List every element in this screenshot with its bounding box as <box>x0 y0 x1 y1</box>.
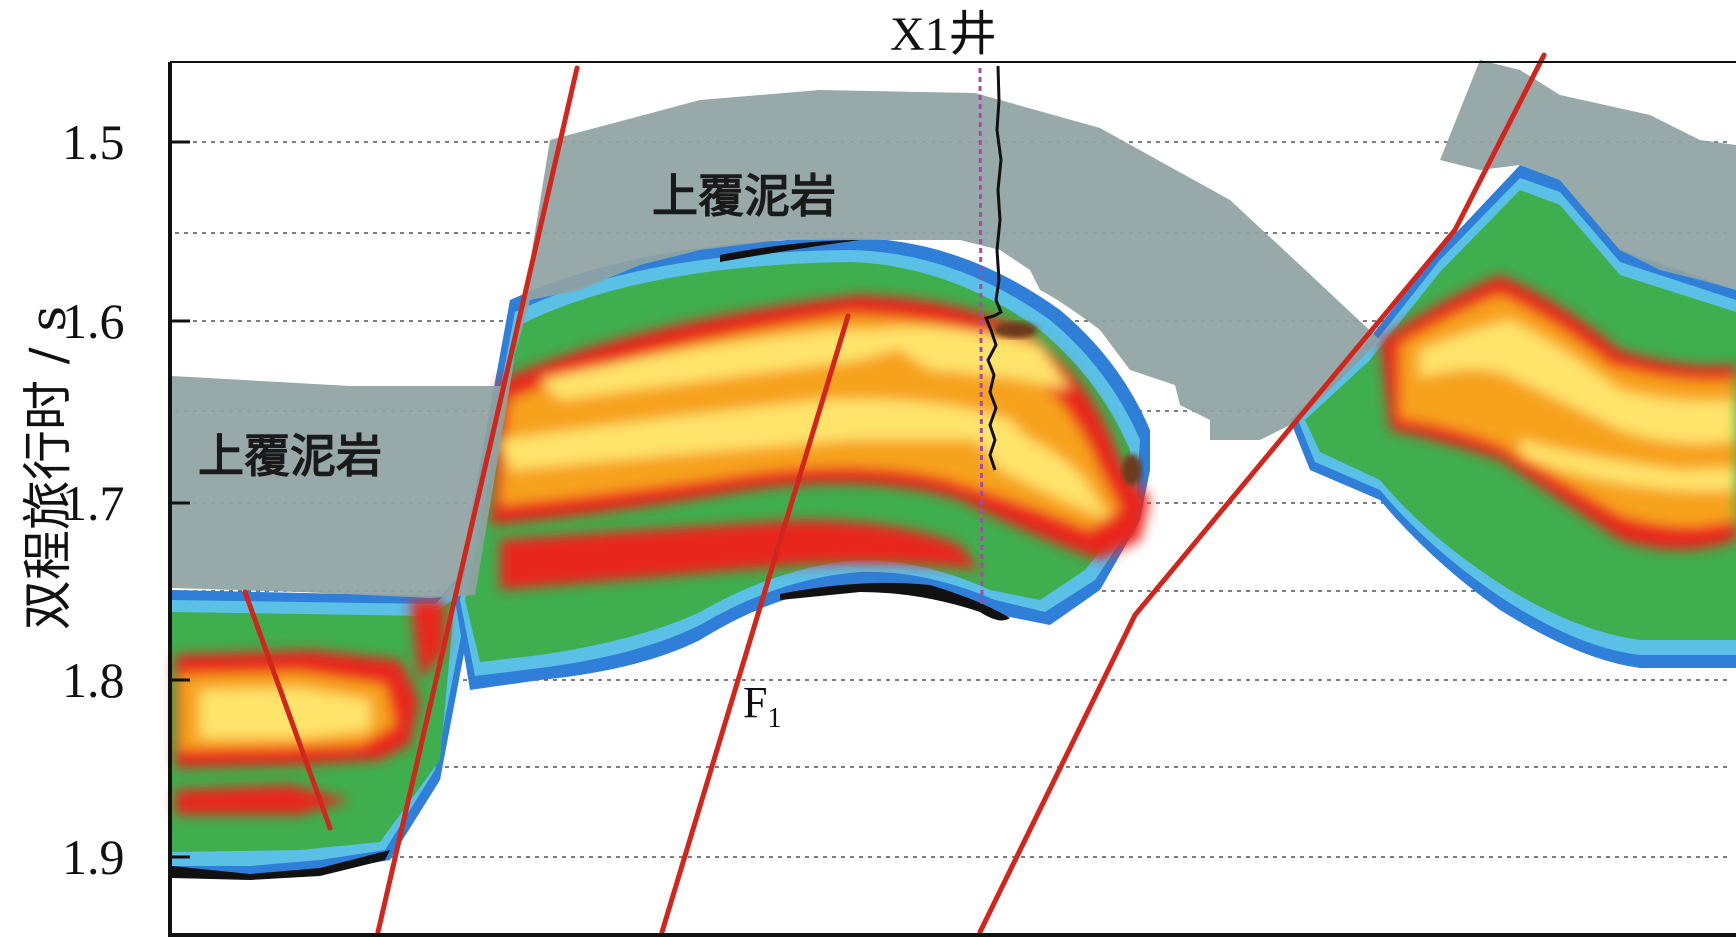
axis-left-bottom <box>168 62 1736 937</box>
y-tick-label-1-8: 1.8 <box>62 652 125 708</box>
y-ticks <box>170 140 190 859</box>
fault-line-right <box>977 52 1547 935</box>
fault-label-f1: F1 <box>743 677 781 735</box>
seismic-body-center <box>455 238 1150 690</box>
seismic-body-right <box>1290 165 1736 668</box>
seismic-body-left <box>172 580 475 880</box>
fault-line-f1 <box>659 313 851 935</box>
well-marker-line <box>978 67 984 609</box>
y-tick-label-1-9: 1.9 <box>62 829 125 885</box>
region-label-center: 上覆泥岩 <box>652 169 836 223</box>
axes-frame <box>168 61 1736 937</box>
region-label-left: 上覆泥岩 <box>198 429 382 483</box>
fault-label-name: F <box>743 678 768 727</box>
fault-label-subscript: 1 <box>767 702 782 734</box>
y-axis-label: 双程旅行时 / s <box>19 305 77 631</box>
well-title: X1井 <box>890 8 997 61</box>
y-tick-label-1-6: 1.6 <box>62 293 125 349</box>
well-x1 <box>978 65 1003 609</box>
y-tick-label-1-7: 1.7 <box>62 475 125 531</box>
well-log-trace <box>983 65 1003 471</box>
fault-line-left-inner <box>242 589 333 831</box>
y-tick-label-1-5: 1.5 <box>62 114 125 170</box>
fault-line-main-left <box>375 65 580 935</box>
fault-lines <box>242 52 1547 935</box>
